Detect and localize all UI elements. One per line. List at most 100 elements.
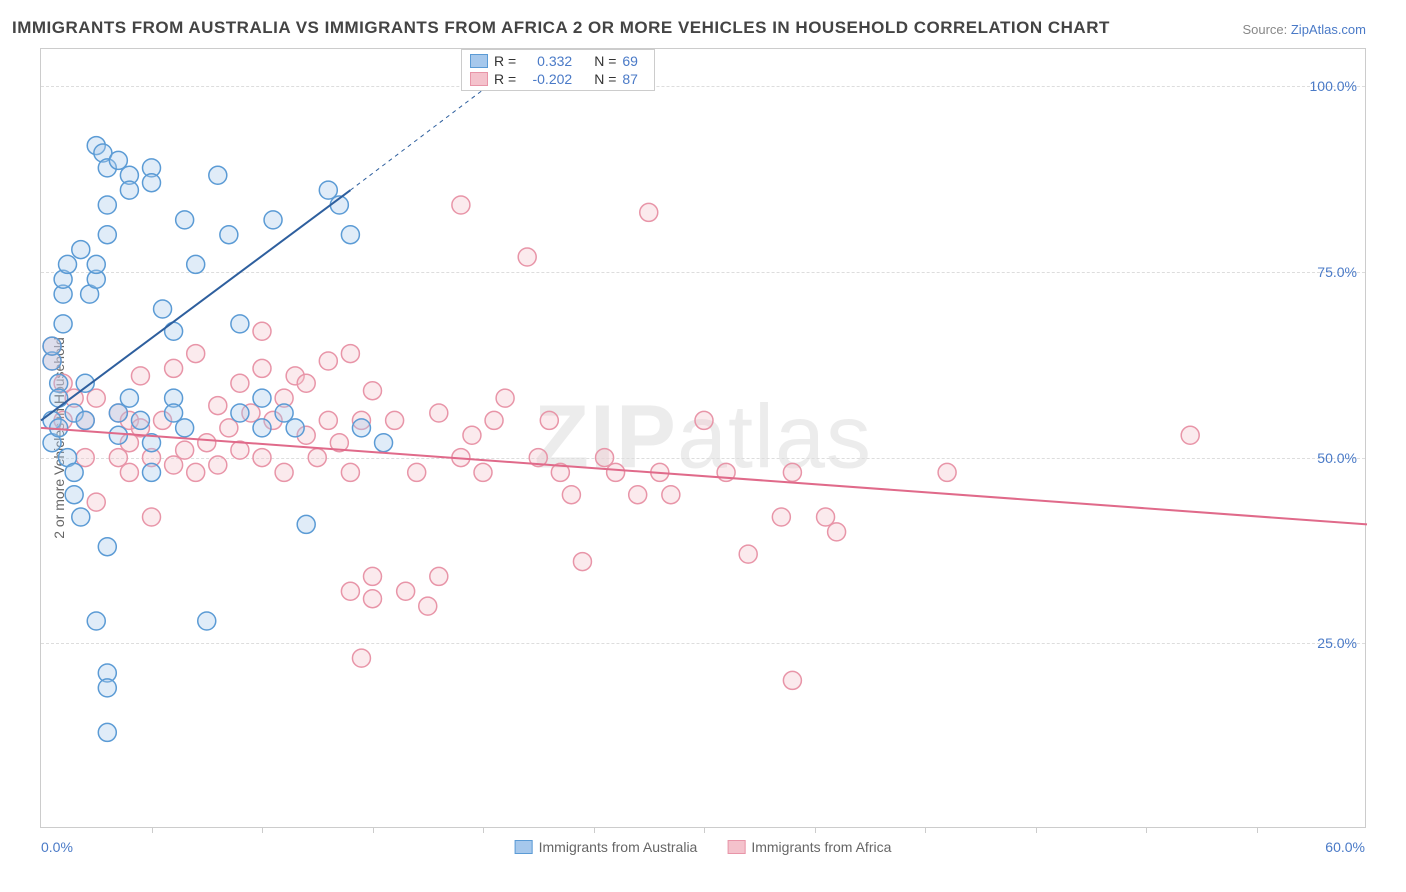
data-point <box>386 411 404 429</box>
data-point <box>772 508 790 526</box>
data-point <box>596 449 614 467</box>
data-point <box>463 426 481 444</box>
x-tick <box>483 827 484 833</box>
data-point <box>198 434 216 452</box>
data-point <box>43 337 61 355</box>
data-point <box>109 449 127 467</box>
x-tick <box>262 827 263 833</box>
data-point <box>629 486 647 504</box>
r-label-b: R = <box>494 71 516 87</box>
data-point <box>319 181 337 199</box>
data-point <box>187 345 205 363</box>
data-point <box>352 649 370 667</box>
n-label-b: N = <box>594 71 616 87</box>
x-tick <box>373 827 374 833</box>
data-point <box>253 419 271 437</box>
data-point <box>430 404 448 422</box>
x-tick <box>1146 827 1147 833</box>
data-point <box>607 463 625 481</box>
x-tick <box>815 827 816 833</box>
data-point <box>739 545 757 563</box>
legend-item: Immigrants from Australia <box>515 839 698 855</box>
data-point <box>98 226 116 244</box>
data-point <box>319 411 337 429</box>
data-point <box>120 463 138 481</box>
legend-swatch <box>727 840 745 854</box>
x-tick <box>152 827 153 833</box>
data-point <box>485 411 503 429</box>
data-point <box>341 345 359 363</box>
data-point <box>165 404 183 422</box>
data-point <box>562 486 580 504</box>
r-label-a: R = <box>494 53 516 69</box>
data-point <box>120 389 138 407</box>
data-point <box>341 582 359 600</box>
data-point <box>98 538 116 556</box>
scatter-svg <box>41 49 1365 827</box>
r-value-b: -0.202 <box>522 71 572 87</box>
data-point <box>662 486 680 504</box>
n-value-a: 69 <box>622 53 646 69</box>
data-point <box>253 389 271 407</box>
data-point <box>176 419 194 437</box>
data-point <box>253 322 271 340</box>
data-point <box>397 582 415 600</box>
data-point <box>352 419 370 437</box>
data-point <box>143 174 161 192</box>
stats-row-series-a: R = 0.332 N = 69 <box>470 52 646 70</box>
x-tick <box>1036 827 1037 833</box>
data-point <box>76 411 94 429</box>
data-point <box>518 248 536 266</box>
data-point <box>187 463 205 481</box>
data-point <box>286 419 304 437</box>
legend-label: Immigrants from Africa <box>751 839 891 855</box>
data-point <box>187 255 205 273</box>
data-point <box>1181 426 1199 444</box>
data-point <box>297 374 315 392</box>
data-point <box>231 315 249 333</box>
source-prefix: Source: <box>1242 22 1290 37</box>
data-point <box>231 404 249 422</box>
data-point <box>231 374 249 392</box>
data-point <box>143 463 161 481</box>
x-tick <box>704 827 705 833</box>
data-point <box>640 203 658 221</box>
data-point <box>695 411 713 429</box>
legend-item: Immigrants from Africa <box>727 839 891 855</box>
data-point <box>72 241 90 259</box>
source-attribution: Source: ZipAtlas.com <box>1242 22 1366 37</box>
data-point <box>209 397 227 415</box>
x-tick <box>1257 827 1258 833</box>
data-point <box>59 255 77 273</box>
data-point <box>154 300 172 318</box>
data-point <box>109 151 127 169</box>
data-point <box>131 411 149 429</box>
data-point <box>50 389 68 407</box>
data-point <box>65 486 83 504</box>
x-tick <box>594 827 595 833</box>
x-tick <box>925 827 926 833</box>
data-point <box>253 449 271 467</box>
data-point <box>98 679 116 697</box>
n-value-b: 87 <box>622 71 646 87</box>
data-point <box>109 426 127 444</box>
data-point <box>87 493 105 511</box>
bottom-legend: Immigrants from Australia Immigrants from… <box>515 839 892 855</box>
data-point <box>364 382 382 400</box>
data-point <box>176 211 194 229</box>
data-point <box>54 315 72 333</box>
legend-label: Immigrants from Australia <box>539 839 698 855</box>
data-point <box>131 367 149 385</box>
data-point <box>297 515 315 533</box>
data-point <box>408 463 426 481</box>
data-point <box>783 463 801 481</box>
data-point <box>817 508 835 526</box>
data-point <box>308 449 326 467</box>
n-label-a: N = <box>594 53 616 69</box>
data-point <box>419 597 437 615</box>
source-link[interactable]: ZipAtlas.com <box>1291 22 1366 37</box>
x-tick-right: 60.0% <box>1325 839 1365 855</box>
data-point <box>364 590 382 608</box>
data-point <box>165 322 183 340</box>
data-point <box>220 226 238 244</box>
